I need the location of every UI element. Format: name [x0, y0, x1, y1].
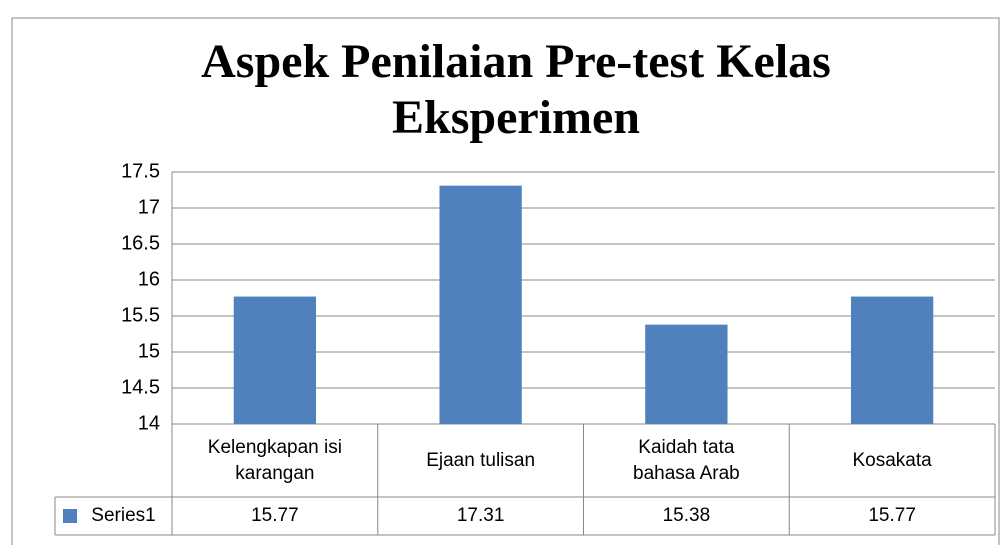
- y-tick-label: 14: [138, 412, 160, 434]
- table-value-text: 17.31: [456, 505, 505, 526]
- y-tick-label: 16.5: [121, 232, 160, 254]
- x-tick-label-text: Kelengkapan isi karangan: [207, 436, 342, 484]
- x-tick-label: Kaidah tata bahasa Arab: [584, 424, 790, 497]
- x-tick-label: Kosakata: [789, 424, 995, 497]
- table-value-text: 15.38: [662, 505, 711, 526]
- y-tick-label: 16: [138, 268, 160, 290]
- y-tick-label: 15.5: [121, 304, 160, 326]
- table-value: 15.38: [584, 497, 790, 535]
- x-tick-label: Ejaan tulisan: [378, 424, 584, 497]
- legend-label: Series1: [75, 497, 172, 535]
- chart-border: [11, 17, 1000, 545]
- bar: [233, 296, 317, 424]
- x-tick-label-text: Kosakata: [852, 449, 932, 471]
- chart-title: Aspek Penilaian Pre-test Kelas Eksperime…: [201, 35, 831, 144]
- x-tick-label-text: Kaidah tata bahasa Arab: [633, 436, 740, 484]
- x-tick-label-text: Ejaan tulisan: [426, 449, 536, 471]
- y-tick-label: 17.5: [121, 160, 160, 182]
- bar: [645, 324, 728, 424]
- table-value: 15.77: [172, 497, 378, 535]
- y-tick-label: 17: [138, 196, 160, 218]
- bar: [439, 185, 522, 424]
- bar: [850, 296, 934, 424]
- table-value-text: 15.77: [868, 505, 916, 526]
- legend-swatch: [63, 509, 77, 523]
- table-value-text: 15.77: [251, 505, 299, 526]
- table-value: 17.31: [378, 497, 584, 535]
- table-value: 15.77: [789, 497, 995, 535]
- y-tick-label: 15: [138, 340, 160, 362]
- y-tick-label: 14.5: [121, 376, 160, 398]
- legend-label-text: Series1: [91, 505, 156, 526]
- x-tick-label: Kelengkapan isi karangan: [172, 424, 378, 497]
